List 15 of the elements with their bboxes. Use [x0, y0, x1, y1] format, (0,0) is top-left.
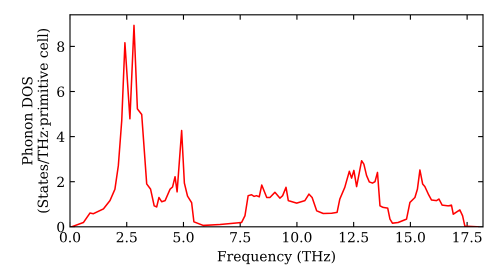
y-tick-label: 8 [57, 41, 64, 52]
x-tick-label: 2.5 [116, 232, 137, 242]
x-tick-label: 0.0 [60, 232, 80, 242]
y-tick-label: 2 [57, 176, 64, 187]
x-axis-title: Frequency (THz) [218, 250, 335, 264]
y-tick-label: 6 [57, 86, 64, 97]
x-tick-label: 7.5 [230, 232, 250, 242]
x-tick-label: 10.0 [283, 232, 312, 242]
x-tick-label: 12.5 [340, 232, 368, 242]
x-tick-label: 17.5 [453, 232, 482, 242]
x-tick-label: 5.0 [174, 232, 194, 242]
x-tick-label: 15.0 [396, 232, 425, 242]
y-tick-label: 4 [56, 132, 64, 142]
y-tick-label: 0 [57, 222, 64, 232]
y-axis-title: Phonon DOS (States/THz·primitive cell) [22, 28, 51, 213]
